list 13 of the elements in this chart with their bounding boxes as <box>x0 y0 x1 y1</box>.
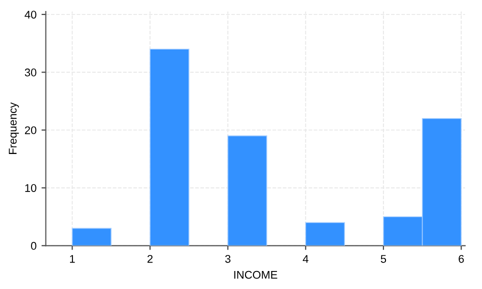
x-tick-label: 1 <box>70 255 75 263</box>
x-tick-label: 3 <box>225 254 230 263</box>
y-tick-label: 10 <box>25 184 36 192</box>
y-axis-title: Frequency <box>8 102 19 154</box>
x-tick-label: 5 <box>380 255 386 263</box>
y-tick-label: 40 <box>24 10 36 19</box>
x-tick-label: 6 <box>458 254 464 263</box>
x-axis-title: INCOME <box>234 270 278 279</box>
x-tick-label: 4 <box>302 255 308 263</box>
y-tick-label: 20 <box>24 126 36 134</box>
x-tick-label: 2 <box>148 254 153 263</box>
y-tick-label: 0 <box>31 242 36 250</box>
y-tick-label: 30 <box>24 68 36 76</box>
